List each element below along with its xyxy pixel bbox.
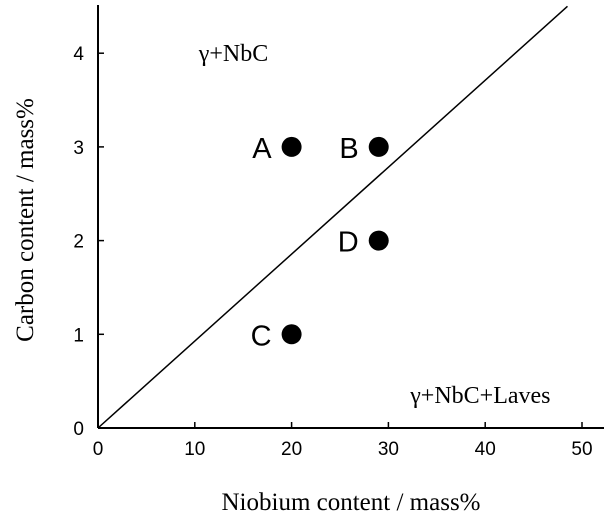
point-label-b: B (339, 133, 358, 165)
point-c (281, 324, 302, 345)
y-tick-label: 1 (73, 325, 84, 346)
point-label-d: D (338, 227, 359, 259)
point-b (368, 136, 389, 157)
region-label: γ+NbC+Laves (409, 383, 550, 409)
data-points: A B C D (251, 133, 389, 352)
phase-boundary-line (97, 5, 568, 429)
y-tick-label: 2 (73, 232, 84, 253)
y-tick-label: 4 (73, 44, 84, 65)
point-label-c: C (251, 320, 272, 352)
plot-frame (97, 5, 604, 429)
point-a (281, 136, 302, 157)
point-label-a: A (252, 133, 272, 165)
x-tick-label: 50 (571, 439, 592, 460)
y-axis-label: Carbon content / mass% (12, 98, 39, 342)
region-labels: γ+NbC γ+NbC+Laves (198, 41, 551, 409)
ticks: 0 10 20 30 40 50 0 1 2 3 4 (73, 44, 592, 460)
region-label: γ+NbC (198, 41, 268, 67)
point-d (368, 230, 389, 251)
x-axis-label: Niobium content / mass% (222, 489, 481, 516)
y-tick-label: 0 (73, 419, 84, 440)
x-tick-label: 20 (281, 439, 302, 460)
x-tick-label: 0 (93, 439, 104, 460)
y-tick-label: 3 (73, 138, 84, 159)
x-tick-label: 30 (378, 439, 399, 460)
x-tick-label: 40 (475, 439, 496, 460)
x-tick-label: 10 (184, 439, 205, 460)
